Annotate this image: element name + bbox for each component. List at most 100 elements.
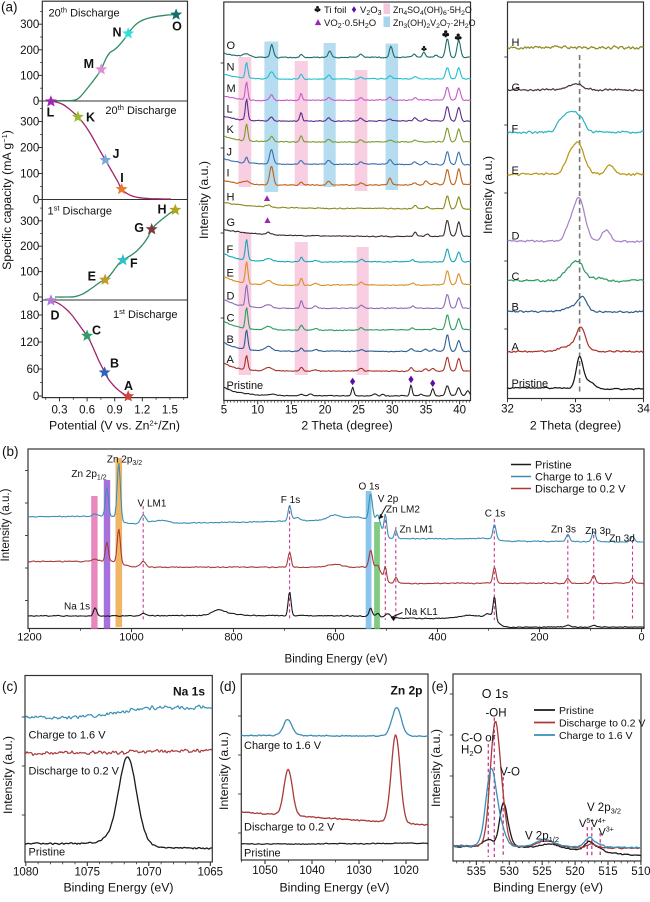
svg-text:20th​ Discharge: 20th​ Discharge: [105, 103, 176, 117]
svg-text:0.3: 0.3: [52, 405, 68, 417]
svg-text:(e): (e): [432, 679, 449, 694]
svg-text:A: A: [512, 342, 520, 354]
svg-text:M: M: [84, 57, 94, 71]
svg-text:32: 32: [501, 404, 514, 416]
svg-text:1200: 1200: [17, 632, 41, 644]
svg-text:C: C: [92, 324, 101, 338]
svg-text:0.6: 0.6: [79, 405, 95, 417]
svg-text:10: 10: [251, 405, 264, 417]
svg-text:H: H: [227, 192, 235, 204]
svg-text:Binding Energy (eV): Binding Energy (eV): [493, 881, 603, 895]
svg-text:I: I: [120, 171, 123, 185]
svg-text:C: C: [227, 313, 235, 325]
svg-text:Discharge to 0.2 V: Discharge to 0.2 V: [535, 484, 626, 496]
svg-text:33: 33: [569, 404, 582, 416]
svg-text:120: 120: [20, 337, 39, 349]
svg-text:34: 34: [637, 404, 650, 416]
svg-text:M: M: [227, 83, 236, 95]
svg-text:Potential (V vs. Zn2+​/Zn): Potential (V vs. Zn2+​/Zn): [49, 419, 180, 433]
svg-text:Pristine: Pristine: [244, 848, 281, 860]
svg-text:0.9: 0.9: [107, 405, 123, 417]
svg-text:Na 1s: Na 1s: [64, 602, 90, 613]
svg-text:1st​ Discharge: 1st​ Discharge: [113, 307, 178, 321]
svg-text:O 1s: O 1s: [358, 482, 379, 493]
svg-text:J: J: [113, 147, 120, 161]
svg-text:N: N: [112, 26, 121, 40]
svg-text:200: 200: [530, 632, 548, 644]
svg-text:C-O or: C-O or: [461, 733, 496, 745]
svg-text:15: 15: [285, 405, 298, 417]
svg-text:100: 100: [20, 70, 39, 82]
svg-text:Zn 3s: Zn 3s: [551, 525, 576, 536]
svg-text:2 Theta (degree): 2 Theta (degree): [530, 419, 621, 433]
svg-text:Specific capacity (mA g−1​): Specific capacity (mA g−1​): [0, 130, 14, 270]
svg-text:1070: 1070: [136, 867, 162, 879]
svg-text:D: D: [227, 291, 235, 303]
svg-text:180: 180: [20, 310, 39, 322]
svg-text:1065: 1065: [198, 867, 224, 879]
svg-text:H: H: [512, 37, 520, 49]
svg-text:535: 535: [467, 866, 486, 878]
svg-text:G: G: [227, 217, 236, 229]
svg-text:V-O: V-O: [500, 767, 520, 779]
svg-text:0: 0: [33, 292, 39, 304]
svg-text:400: 400: [428, 632, 446, 644]
svg-text:Intensity (a.u.): Intensity (a.u.): [429, 729, 443, 807]
svg-text:V 2p: V 2p: [378, 494, 399, 505]
svg-text:Binding Energy (eV): Binding Energy (eV): [63, 881, 173, 895]
svg-text:Ti foil: Ti foil: [324, 5, 346, 16]
svg-text:0: 0: [33, 195, 39, 207]
svg-text:K: K: [227, 124, 235, 136]
svg-text:B: B: [227, 334, 234, 346]
svg-text:600: 600: [326, 632, 344, 644]
svg-text:Discharge to 0.2 V: Discharge to 0.2 V: [29, 766, 120, 778]
svg-text:Zn 2p: Zn 2p: [391, 684, 423, 698]
svg-text:0: 0: [33, 96, 39, 108]
svg-text:H: H: [157, 203, 166, 217]
svg-text:B: B: [110, 357, 119, 371]
svg-text:1030: 1030: [346, 865, 372, 877]
svg-text:Intensity (a.u.): Intensity (a.u.): [1, 736, 15, 814]
svg-text:Zn 3p: Zn 3p: [585, 526, 611, 537]
svg-text:800: 800: [224, 632, 242, 644]
svg-text:30: 30: [386, 405, 399, 417]
svg-text:D: D: [50, 309, 59, 323]
svg-text:100: 100: [20, 267, 39, 279]
svg-text:525: 525: [533, 866, 552, 878]
svg-text:Zn4​SO4​(OH)6​·5H2​O: Zn4​SO4​(OH)6​·5H2​O: [393, 5, 472, 17]
svg-text:25: 25: [352, 405, 365, 417]
svg-text:K: K: [86, 111, 95, 125]
svg-text:Na KL1: Na KL1: [405, 607, 439, 618]
svg-text:1000: 1000: [119, 632, 143, 644]
svg-text:Charge to 1.6 V: Charge to 1.6 V: [559, 730, 633, 742]
svg-text:Pristine: Pristine: [512, 378, 549, 390]
svg-text:-OH: -OH: [485, 708, 506, 720]
svg-text:35: 35: [420, 405, 433, 417]
svg-text:D: D: [512, 231, 520, 243]
svg-text:Na 1s: Na 1s: [173, 685, 205, 699]
svg-text:0: 0: [638, 632, 644, 644]
svg-text:A: A: [124, 379, 133, 393]
svg-text:300: 300: [20, 117, 39, 129]
svg-text:Intensity (a.u.): Intensity (a.u.): [481, 156, 495, 234]
svg-text:20: 20: [319, 405, 332, 417]
svg-text:E: E: [512, 165, 519, 177]
svg-text:(b): (b): [2, 444, 19, 459]
svg-text:(d): (d): [220, 679, 237, 694]
svg-text:Pristine: Pristine: [559, 705, 594, 717]
svg-text:(a): (a): [1, 0, 18, 15]
svg-text:1.5: 1.5: [162, 405, 178, 417]
svg-text:G: G: [134, 221, 144, 235]
svg-text:Intensity (a.u.): Intensity (a.u.): [197, 161, 211, 239]
svg-text:300: 300: [20, 19, 39, 31]
svg-text:1st​ Discharge: 1st​ Discharge: [48, 204, 113, 218]
svg-text:520: 520: [566, 866, 585, 878]
svg-text:Pristine: Pristine: [227, 380, 264, 392]
svg-text:H2​O: H2​O: [461, 745, 482, 759]
svg-text:Charge to 1.6 V: Charge to 1.6 V: [29, 730, 107, 742]
svg-text:0: 0: [33, 391, 39, 403]
svg-text:Zn 3d: Zn 3d: [609, 534, 635, 545]
svg-text:Pristine: Pristine: [535, 460, 572, 472]
svg-text:40: 40: [453, 405, 466, 417]
svg-text:F 1s: F 1s: [281, 495, 300, 506]
